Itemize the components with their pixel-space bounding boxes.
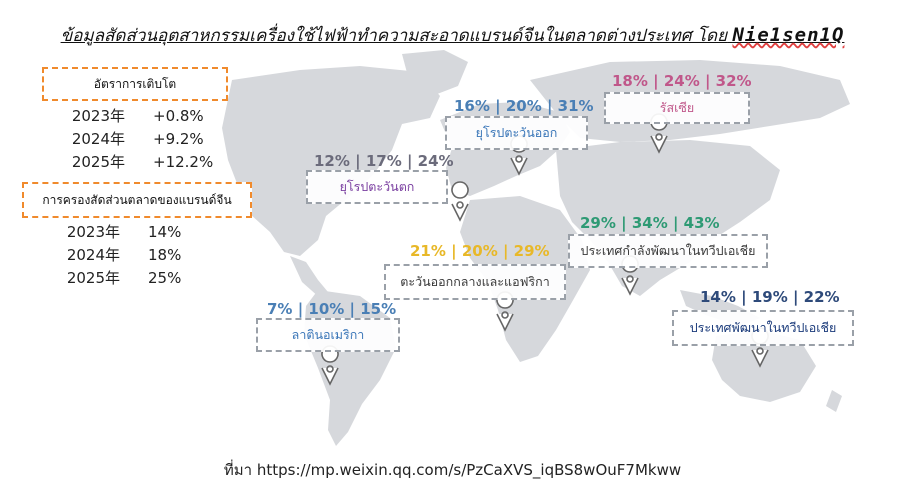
new-zealand-shape bbox=[826, 390, 842, 412]
share-row: 2024年 18% bbox=[25, 243, 235, 266]
region-values-western-europe: 12% | 17% | 24% bbox=[314, 152, 454, 170]
growth-label: อัตราการเติบโต bbox=[93, 77, 177, 91]
growth-year: 2024年 bbox=[71, 130, 125, 148]
share-value: 14% bbox=[148, 222, 182, 241]
title-brand: Nie1sen1Q bbox=[732, 24, 845, 46]
australia-shape bbox=[712, 330, 816, 402]
growth-value: +0.8% bbox=[153, 106, 204, 125]
share-value: 25% bbox=[148, 268, 182, 287]
region-values-middle-east-africa: 21% | 20% | 29% bbox=[410, 242, 550, 260]
north-america-shape bbox=[222, 66, 440, 256]
share-year: 2023年 bbox=[66, 223, 120, 241]
share-year: 2025年 bbox=[66, 269, 120, 287]
share-value: 18% bbox=[148, 245, 182, 264]
region-label-middle-east-africa: ตะวันออกกลางและแอฟริกา bbox=[384, 264, 566, 300]
share-rows: 2023年 14% 2024年 18% 2025年 25% bbox=[25, 220, 235, 289]
growth-row: 2025年 +12.2% bbox=[30, 150, 240, 173]
share-year: 2024年 bbox=[66, 246, 120, 264]
region-values-latin-america: 7% | 10% | 15% bbox=[267, 300, 397, 318]
growth-row: 2024年 +9.2% bbox=[30, 127, 240, 150]
region-label-developed-asia: ประเทศพัฒนาในทวีปเอเชีย bbox=[672, 310, 854, 346]
growth-label-box: อัตราการเติบโต bbox=[42, 67, 228, 101]
region-label-russia: รัสเซีย bbox=[604, 92, 750, 124]
central-america-shape bbox=[290, 256, 328, 298]
share-label-box: การครองสัดส่วนตลาดของแบรนด์จีน bbox=[22, 182, 252, 218]
growth-value: +9.2% bbox=[153, 129, 204, 148]
growth-row: 2023年 +0.8% bbox=[30, 104, 240, 127]
region-values-russia: 18% | 24% | 32% bbox=[612, 72, 752, 90]
share-label: การครองสัดส่วนตลาดของแบรนด์จีน bbox=[42, 193, 232, 207]
pin-icon-western-europe bbox=[451, 181, 469, 222]
region-values-eastern-europe: 16% | 20% | 31% bbox=[454, 97, 594, 115]
page-title: ข้อมูลสัดส่วนอุตสาหกรรมเครื่องใช้ไฟฟ้าทำ… bbox=[0, 22, 905, 49]
region-values-developed-asia: 14% | 19% | 22% bbox=[700, 288, 840, 306]
source-footer: ที่มา https://mp.weixin.qq.com/s/PzCaXVS… bbox=[223, 461, 682, 479]
growth-value: +12.2% bbox=[153, 152, 214, 171]
growth-rows: 2023年 +0.8% 2024年 +9.2% 2025年 +12.2% bbox=[30, 104, 240, 173]
region-values-developing-asia: 29% | 34% | 43% bbox=[580, 214, 720, 232]
greenland-shape bbox=[402, 50, 468, 96]
title-text: ข้อมูลสัดส่วนอุตสาหกรรมเครื่องใช้ไฟฟ้าทำ… bbox=[60, 26, 728, 46]
region-label-latin-america: ลาตินอเมริกา bbox=[256, 318, 400, 352]
region-label-eastern-europe: ยุโรปตะวันออก bbox=[445, 116, 588, 150]
region-label-developing-asia: ประเทศกำลังพัฒนาในทวีปเอเชีย bbox=[568, 234, 768, 268]
growth-year: 2025年 bbox=[71, 153, 125, 171]
growth-year: 2023年 bbox=[71, 107, 125, 125]
region-label-western-europe: ยุโรปตะวันตก bbox=[306, 170, 448, 204]
share-row: 2023年 14% bbox=[25, 220, 235, 243]
share-row: 2025年 25% bbox=[25, 266, 235, 289]
